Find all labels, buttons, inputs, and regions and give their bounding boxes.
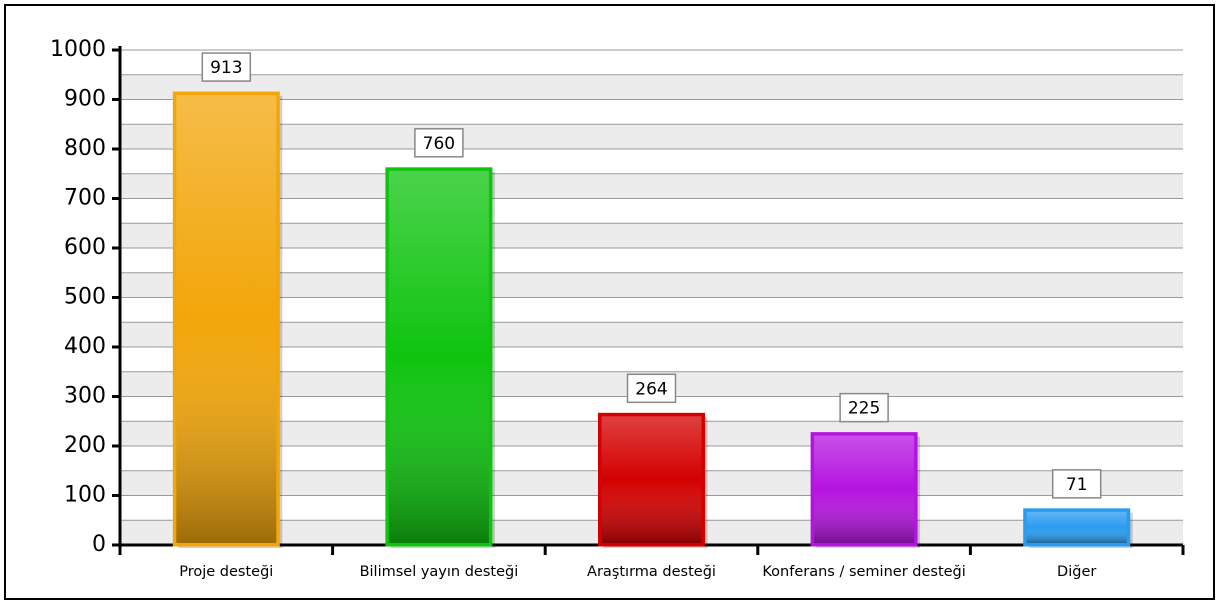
y-tick-label: 400 [64, 334, 106, 359]
x-tick-label: Araştırma desteği [587, 564, 716, 580]
y-tick-label: 500 [64, 285, 106, 310]
y-tick-label: 600 [64, 235, 106, 260]
grid-band [120, 322, 1183, 347]
bar-shade [601, 416, 702, 543]
bar-shade [388, 170, 489, 544]
value-label-box [839, 392, 889, 423]
bar-shade [176, 95, 277, 543]
y-tick-label: 800 [64, 136, 106, 161]
grid-band [120, 272, 1183, 298]
value-label-box [626, 373, 677, 404]
x-tick-label: Konferans / seminer desteği [762, 564, 965, 580]
bar-shade [814, 435, 915, 543]
y-tick-label: 700 [64, 186, 106, 211]
grid-band [120, 173, 1183, 199]
value-label: 225 [848, 399, 880, 419]
value-label: 913 [210, 58, 242, 78]
x-tick-label: Diğer [1057, 564, 1096, 580]
y-tick-label: 300 [64, 384, 106, 409]
value-label: 760 [423, 134, 455, 154]
y-tick-label: 900 [64, 87, 106, 112]
value-label-box [1051, 469, 1102, 499]
x-tick-label: Bilimsel yayın desteği [360, 564, 519, 580]
value-label-box [201, 52, 252, 82]
y-tick-label: 0 [92, 532, 106, 557]
value-label: 71 [1066, 475, 1088, 495]
y-tick-label: 200 [64, 433, 106, 458]
x-tick-label: Proje desteği [179, 564, 273, 580]
y-tick-label: 1000 [50, 37, 106, 62]
value-label: 264 [635, 379, 667, 399]
grid-band [120, 223, 1183, 248]
value-label-box [414, 128, 464, 158]
grid-band [120, 124, 1183, 149]
y-tick-label: 100 [64, 483, 106, 508]
bar-shade [1026, 511, 1127, 543]
grid-band [120, 74, 1183, 100]
